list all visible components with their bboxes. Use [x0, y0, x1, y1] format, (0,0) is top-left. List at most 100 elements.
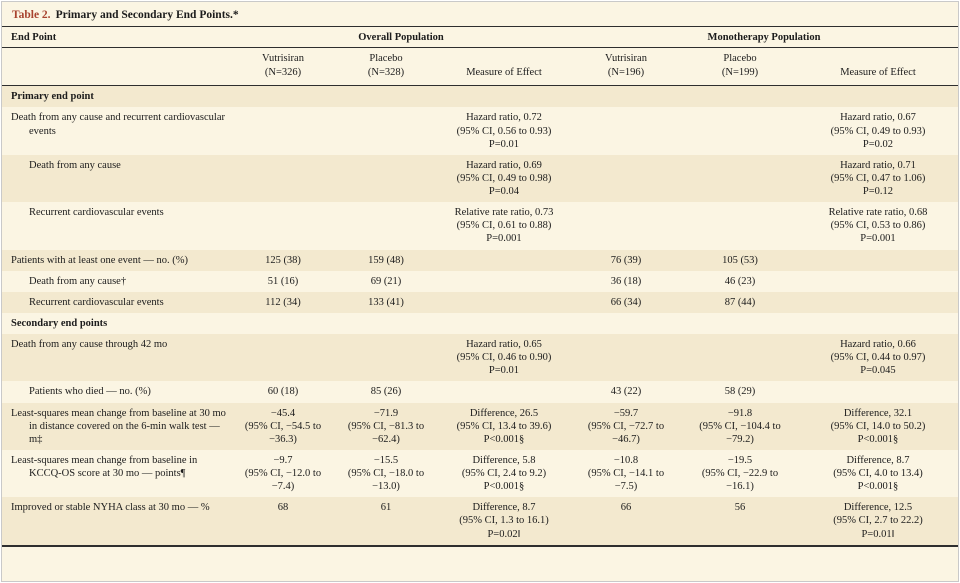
value-cell: Relative rate ratio, 0.68 (95% CI, 0.53 …	[828, 207, 928, 245]
value-cell: Hazard ratio, 0.66 (95% CI, 0.44 to 0.97…	[830, 339, 926, 377]
group-header-monotherapy: Monotherapy Population	[570, 27, 958, 48]
value-cell	[570, 86, 682, 108]
endpoint-cell: Least-squares mean change from baseline …	[11, 454, 198, 480]
value-cell	[570, 155, 682, 202]
endpoint-cell: Primary end point	[11, 91, 94, 103]
endpoint-cell: Death from any cause through 42 mo	[11, 339, 168, 351]
value-cell: 68	[277, 502, 289, 514]
value-cell: Difference, 32.1 (95% CI, 14.0 to 50.2) …	[830, 407, 926, 445]
value-cell	[438, 250, 570, 271]
column-header-measure-mono: Measure of Effect	[798, 47, 958, 87]
value-cell	[232, 155, 334, 202]
value-cell	[682, 313, 798, 334]
value-cell	[798, 292, 958, 313]
table-number: Table 2.	[12, 9, 51, 21]
table-row: Secondary end points	[2, 313, 958, 334]
column-header-endpoint: End Point	[2, 27, 232, 48]
endpoint-cell: Recurrent cardiovascular events	[29, 296, 164, 308]
column-header-measure-overall: Measure of Effect	[438, 47, 570, 87]
value-cell: 51 (16)	[267, 275, 299, 287]
value-cell	[438, 292, 570, 313]
value-cell	[232, 334, 334, 381]
group-header-row: End Point Overall Population Monotherapy…	[2, 27, 958, 48]
group-header-overall: Overall Population	[232, 27, 570, 48]
table-row: Improved or stable NYHA class at 30 mo —…	[2, 497, 958, 546]
column-header-placebo-mono: Placebo (N=199)	[682, 47, 798, 87]
endpoints-table: End Point Overall Population Monotherapy…	[2, 27, 958, 547]
value-cell: Hazard ratio, 0.71 (95% CI, 0.47 to 1.06…	[830, 159, 926, 198]
value-cell: Difference, 26.5 (95% CI, 13.4 to 39.6) …	[456, 407, 552, 445]
value-cell	[438, 86, 570, 108]
value-cell: 60 (18)	[267, 386, 299, 398]
endpoint-cell: Death from any cause	[29, 159, 121, 171]
value-cell	[334, 313, 438, 334]
value-cell	[334, 86, 438, 108]
value-cell	[438, 271, 570, 292]
column-header-row: Vutrisiran (N=326) Placebo (N=328) Measu…	[2, 47, 958, 87]
table-title: Table 2. Primary and Secondary End Points…	[2, 2, 958, 27]
value-cell: 85 (26)	[370, 386, 402, 398]
value-cell: 87 (44)	[724, 296, 756, 308]
column-header-spacer	[2, 47, 232, 87]
table-row: Death from any cause through 42 mo Hazard…	[2, 334, 958, 382]
value-cell	[682, 107, 798, 154]
value-cell: 66	[620, 502, 632, 514]
value-cell	[232, 202, 334, 249]
value-cell	[334, 107, 438, 154]
endpoint-cell: Secondary end points	[11, 317, 108, 329]
value-cell: 105 (53)	[722, 254, 758, 266]
value-cell: −71.9 (95% CI, −81.3 to −62.4)	[347, 407, 425, 445]
value-cell	[798, 271, 958, 292]
endpoint-cell: Patients with at least one event — no. (…	[11, 254, 188, 266]
value-cell: 43 (22)	[610, 386, 642, 398]
value-cell: −19.5 (95% CI, −22.9 to −16.1)	[701, 454, 779, 493]
value-cell	[570, 313, 682, 334]
table-row: Recurrent cardiovascular events 112 (34) 1…	[2, 291, 958, 313]
value-cell: 133 (41)	[368, 296, 404, 308]
value-cell	[334, 202, 438, 249]
value-cell: 58 (29)	[724, 386, 756, 398]
value-cell	[798, 313, 958, 334]
value-cell	[682, 155, 798, 202]
endpoint-cell: Recurrent cardiovascular events	[29, 207, 164, 219]
table-row: Recurrent cardiovascular events Relative …	[2, 202, 958, 249]
value-cell: Difference, 8.7 (95% CI, 4.0 to 13.4) P<…	[833, 454, 923, 493]
table-row: Death from any cause Hazard ratio, 0.69 (…	[2, 154, 958, 203]
endpoint-cell: Death from any cause and recurrent cardi…	[11, 112, 225, 137]
table-row: Least-squares mean change from baseline …	[2, 402, 958, 450]
value-cell: −9.7 (95% CI, −12.0 to −7.4)	[244, 454, 322, 493]
endpoint-cell: Death from any cause†	[29, 275, 127, 287]
value-cell: 46 (23)	[724, 275, 756, 287]
value-cell: Hazard ratio, 0.69 (95% CI, 0.49 to 0.98…	[456, 159, 552, 198]
table-row: Death from any cause and recurrent cardi…	[2, 107, 958, 154]
value-cell: 69 (21)	[370, 275, 402, 287]
value-cell: Hazard ratio, 0.67 (95% CI, 0.49 to 0.93…	[830, 112, 926, 150]
table-row: Patients who died — no. (%) 60 (18) 85 (26…	[2, 381, 958, 402]
endpoint-cell: Patients who died — no. (%)	[29, 386, 151, 398]
value-cell: 56	[734, 502, 746, 514]
column-header-vutrisiran-overall: Vutrisiran (N=326)	[232, 47, 334, 87]
value-cell: −91.8 (95% CI, −104.4 to −79.2)	[699, 407, 781, 445]
table-row: Primary end point	[2, 85, 958, 108]
value-cell	[232, 107, 334, 154]
value-cell	[232, 86, 334, 108]
value-cell: Hazard ratio, 0.65 (95% CI, 0.46 to 0.90…	[456, 339, 552, 377]
value-cell	[798, 86, 958, 108]
table-title-text: Primary and Secondary End Points.*	[55, 9, 239, 21]
value-cell	[798, 381, 958, 402]
value-cell: 159 (48)	[368, 254, 404, 266]
endpoint-cell: Least-squares mean change from baseline …	[11, 407, 226, 445]
value-cell	[682, 202, 798, 249]
value-cell	[570, 202, 682, 249]
value-cell	[232, 313, 334, 334]
value-cell: 112 (34)	[265, 296, 301, 308]
value-cell: 36 (18)	[610, 275, 642, 287]
value-cell: 76 (39)	[610, 254, 642, 266]
value-cell: −10.8 (95% CI, −14.1 to −7.5)	[587, 454, 665, 493]
value-cell	[334, 155, 438, 202]
table-row: Death from any cause† 51 (16) 69 (21) 36 (1…	[2, 271, 958, 292]
value-cell	[334, 334, 438, 381]
value-cell: Hazard ratio, 0.72 (95% CI, 0.56 to 0.93…	[456, 112, 552, 150]
value-cell: −45.4 (95% CI, −54.5 to −36.3)	[244, 407, 322, 445]
